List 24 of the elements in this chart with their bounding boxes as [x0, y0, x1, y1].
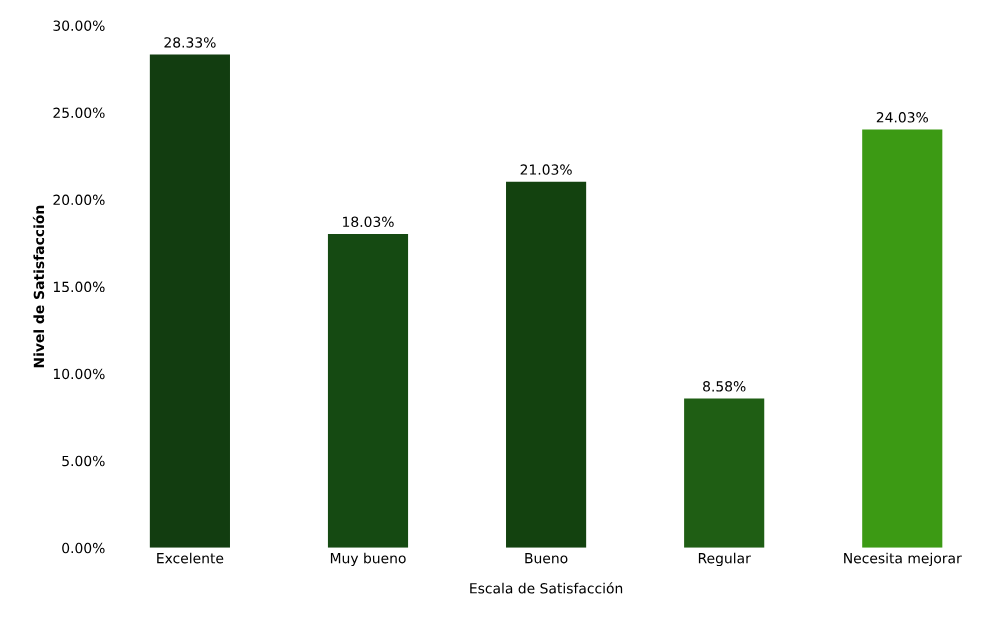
data-label: 21.03% [520, 164, 572, 175]
data-label: 18.03% [343, 216, 394, 228]
data-label: 8.58% [703, 381, 746, 392]
y-tick-label: 25.00% [53, 107, 105, 119]
y-axis-title: Nivel de Satisfacción [32, 205, 45, 368]
bar [506, 181, 587, 548]
y-tick-label: 15.00% [53, 281, 105, 293]
x-tick-label: Regular [698, 552, 751, 567]
bar [684, 398, 765, 548]
x-tick-label: Excelente [157, 552, 224, 564]
x-tick-label: Muy bueno [330, 552, 406, 567]
y-tick-label: 10.00% [53, 368, 105, 380]
y-tick-label: 5.00% [62, 455, 105, 467]
y-tick-label: 30.00% [53, 20, 105, 31]
data-label: 24.03% [876, 112, 928, 123]
bar [327, 233, 409, 548]
bar [862, 129, 943, 548]
bar [149, 54, 230, 548]
x-tick-label: Bueno [525, 553, 568, 564]
x-axis-title: Escala de Satisfacción [470, 582, 623, 594]
x-tick-label: Necesita mejorar [844, 552, 962, 567]
y-tick-label: 20.00% [53, 194, 105, 206]
y-tick-label: 0.00% [62, 542, 105, 554]
data-label: 28.33% [164, 37, 216, 48]
